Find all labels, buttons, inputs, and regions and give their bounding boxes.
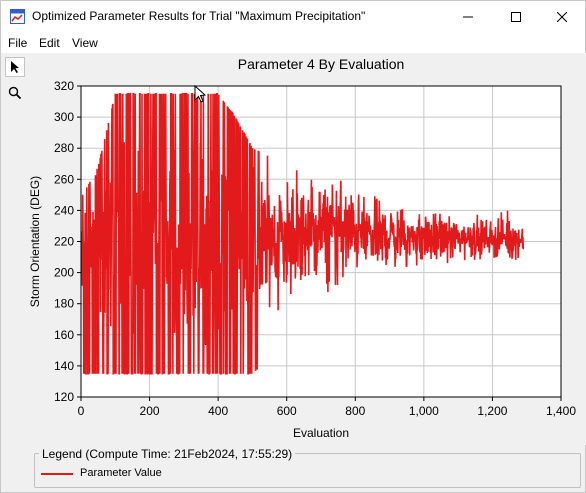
x-tick-label: 0 [78, 404, 85, 418]
legend-line-swatch [41, 473, 73, 475]
y-tick-label: 280 [54, 141, 74, 155]
y-tick-label: 120 [54, 390, 74, 404]
pointer-tool-button[interactable] [5, 57, 25, 77]
app-icon [10, 9, 25, 24]
y-tick-label: 140 [54, 359, 74, 373]
zoom-icon [8, 86, 22, 100]
minimize-button[interactable] [445, 1, 491, 32]
x-tick-label: 800 [345, 404, 365, 418]
title-bar[interactable]: Optimized Parameter Results for Trial "M… [1, 1, 585, 32]
x-tick-label: 1,000 [409, 404, 439, 418]
menu-file[interactable]: File [8, 36, 28, 50]
minimize-icon [463, 16, 473, 17]
zoom-tool-button[interactable] [5, 83, 25, 103]
chart-title: Parameter 4 By Evaluation [238, 56, 405, 72]
x-tick-label: 400 [208, 404, 228, 418]
window-title: Optimized Parameter Results for Trial "M… [32, 9, 366, 23]
x-tick-label: 600 [277, 404, 297, 418]
y-tick-label: 260 [54, 172, 74, 186]
menu-edit[interactable]: Edit [39, 36, 60, 50]
y-tick-label: 200 [54, 266, 74, 280]
y-tick-label: 320 [54, 79, 74, 93]
series-parameter-value-line [80, 92, 525, 375]
plot-border [80, 85, 562, 398]
y-tick-label: 180 [54, 297, 74, 311]
x-tick-label: 200 [140, 404, 160, 418]
side-toolbar [1, 53, 29, 493]
close-icon [557, 11, 567, 22]
legend-box [34, 453, 581, 488]
pointer-icon [11, 61, 19, 73]
x-tick-label: 1,200 [477, 404, 507, 418]
x-tick-label: 1,400 [546, 404, 576, 418]
legend-title: Legend (Compute Time: 21Feb2024, 17:55:2… [39, 447, 296, 461]
y-axis-label: Storm Orientation (DEG) [29, 176, 42, 307]
maximize-button[interactable] [493, 1, 539, 32]
close-button[interactable] [539, 1, 585, 32]
y-tick-label: 300 [54, 110, 74, 124]
menu-view[interactable]: View [72, 36, 98, 50]
chart-area[interactable]: Parameter 4 By Evaluation 120 140 160 180 200… [29, 53, 586, 445]
y-tick-label: 160 [54, 328, 74, 342]
y-tick-label: 240 [54, 203, 74, 217]
legend-item-label: Parameter Value [80, 467, 162, 479]
maximize-icon [511, 11, 521, 22]
mouse-cursor-icon [194, 84, 207, 103]
x-axis-label: Evaluation [293, 426, 349, 440]
menu-bar: File Edit View [1, 32, 585, 53]
y-tick-label: 220 [54, 235, 74, 249]
